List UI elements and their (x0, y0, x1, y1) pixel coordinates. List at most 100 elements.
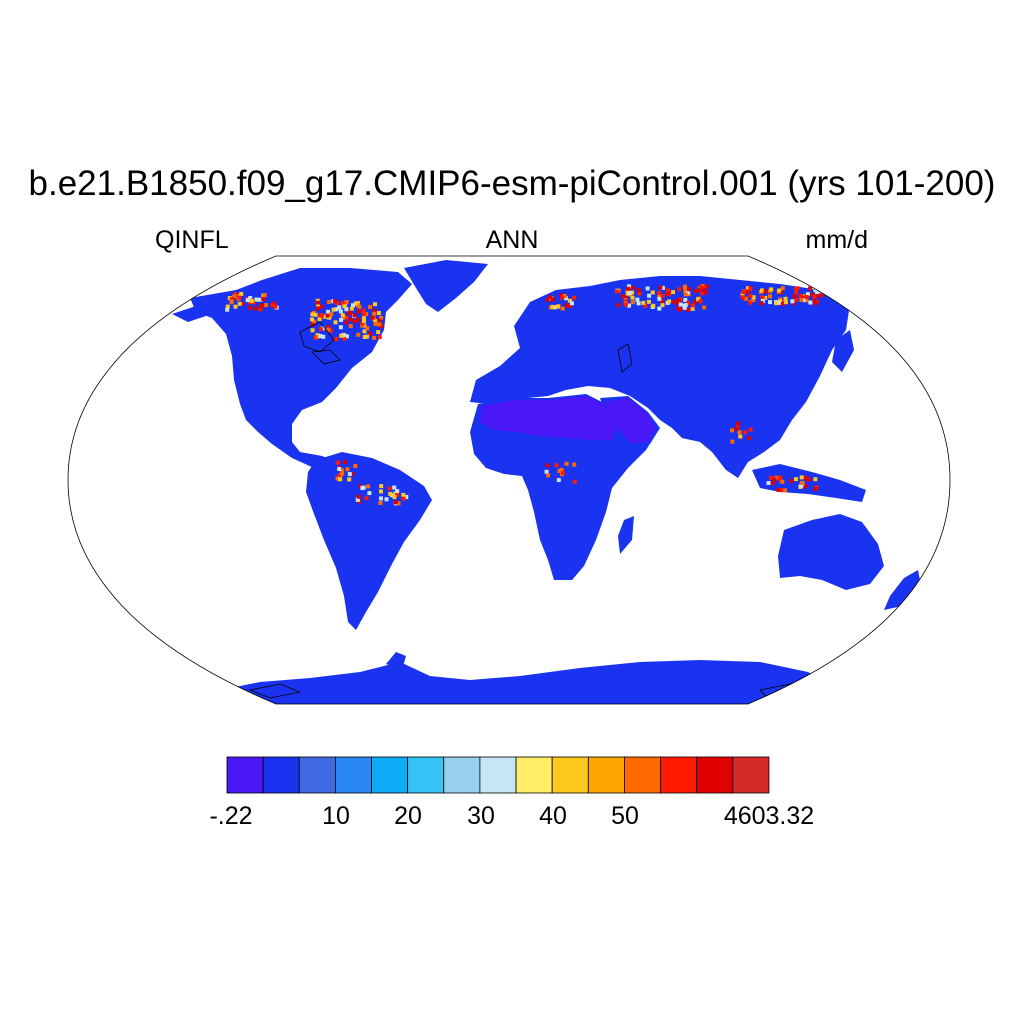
hotspot-cell (808, 300, 813, 305)
land-masses (172, 260, 922, 704)
hotspot-cell (377, 318, 382, 323)
hotspot-cell (674, 300, 679, 305)
hotspot-cell (683, 298, 688, 302)
hotspot-cell (372, 335, 377, 340)
hotspot-cell (340, 301, 345, 305)
hotspot-cell (326, 327, 331, 332)
hotspot-cell (693, 289, 698, 294)
hotspot-cell (751, 298, 756, 302)
hotspot-cell (698, 299, 703, 304)
hotspot-cell (567, 298, 572, 303)
hotspot-cell (344, 307, 349, 312)
hotspot-cell (702, 288, 707, 293)
africa (470, 394, 656, 580)
hotspot-cell (741, 290, 746, 295)
hotspot-cell (237, 295, 242, 300)
hotspot-cell (804, 295, 809, 299)
hotspot-cell (748, 287, 753, 291)
hotspot-cell (682, 305, 687, 310)
sahara-desert (480, 396, 618, 440)
hotspot-cell (745, 289, 750, 294)
hotspot-cell (372, 308, 377, 313)
hotspot-cell (401, 496, 406, 501)
hotspot-cell (225, 304, 230, 309)
hotspot-cell (229, 300, 234, 305)
hotspot-cell (813, 477, 818, 482)
hotspot-cell (789, 479, 794, 484)
hotspot-cell (554, 463, 559, 468)
hotspot-cell (546, 473, 551, 478)
colorbar-swatch (551, 756, 589, 794)
hotspot-cell (660, 285, 665, 290)
hotspot-cell (678, 302, 683, 307)
hotspot-cell (552, 305, 557, 310)
hotspot-cell (357, 309, 361, 314)
south-america (306, 452, 432, 630)
hotspot-cell (774, 301, 779, 306)
hotspot-cell (569, 301, 574, 306)
hotspot-cell (630, 300, 635, 305)
hotspot-cell (696, 297, 701, 302)
hotspot-cell (240, 301, 245, 306)
colorbar-swatch (732, 756, 770, 794)
hotspot-cell (698, 284, 703, 289)
hotspot-cell (379, 489, 383, 494)
hotspot-cell (364, 312, 369, 317)
hotspot-cell (740, 292, 745, 297)
hotspot-cell (691, 303, 696, 308)
hotspot-cell (321, 334, 326, 339)
colorbar-swatch (407, 756, 445, 794)
hotspot-cell (657, 291, 662, 295)
hotspot-cell (249, 299, 254, 304)
hotspot-cell (338, 477, 343, 482)
hotspot-cell (562, 294, 567, 298)
hotspot-cell (355, 497, 360, 502)
hotspot-cell (683, 292, 688, 297)
hotspot-cell (550, 297, 555, 302)
hotspot-cell (351, 303, 355, 308)
hotspot-cell (328, 328, 333, 333)
hotspot-cell (743, 296, 748, 301)
colorbar-tick-label: -.22 (209, 802, 253, 830)
hotspot-cell (760, 288, 764, 293)
hotspot-cell (360, 321, 365, 326)
hotspot-cell (766, 481, 771, 485)
hotspot-cell (734, 426, 739, 431)
hotspot-cell (361, 316, 366, 321)
hotspot-cell (347, 477, 352, 482)
hotspot-cell (677, 287, 682, 292)
antarctic-peninsula (386, 652, 406, 670)
hotspot-cell (808, 286, 812, 291)
hotspot-cell (623, 299, 628, 304)
colorbar-tick-label: 20 (394, 802, 422, 830)
hotspot-cell (356, 494, 361, 499)
hotspot-cell (316, 306, 320, 311)
map-boundary (67, 255, 951, 705)
hotspot-cell (563, 296, 568, 301)
colorbar-tick-label: 40 (539, 802, 567, 830)
antarctic-coast-contour (248, 683, 302, 699)
hotspot-cell (387, 486, 392, 491)
hotspot-cell (356, 332, 361, 337)
hotspot-cell (748, 293, 753, 298)
hotspot-cell (333, 299, 338, 304)
hotspot-cell (702, 305, 707, 310)
hotspot-cell (264, 303, 268, 308)
hotspot-cell (660, 293, 665, 298)
hotspot-cell (667, 299, 672, 304)
hotspot-cell (333, 320, 338, 325)
north-america (190, 268, 412, 470)
hotspot-cell (347, 472, 352, 477)
hotspot-cell (370, 315, 375, 320)
hotspot-clusters (225, 284, 824, 506)
hotspot-cell (783, 300, 788, 305)
hotspot-cell (248, 296, 253, 300)
hotspot-cell (660, 299, 665, 304)
hotspot-cell (392, 495, 397, 500)
aleutians (172, 306, 206, 322)
hotspot-cell (337, 305, 342, 310)
hotspot-cell (368, 305, 373, 310)
madagascar (618, 516, 634, 554)
colorbar (226, 756, 770, 794)
hotspot-cell (795, 286, 800, 291)
